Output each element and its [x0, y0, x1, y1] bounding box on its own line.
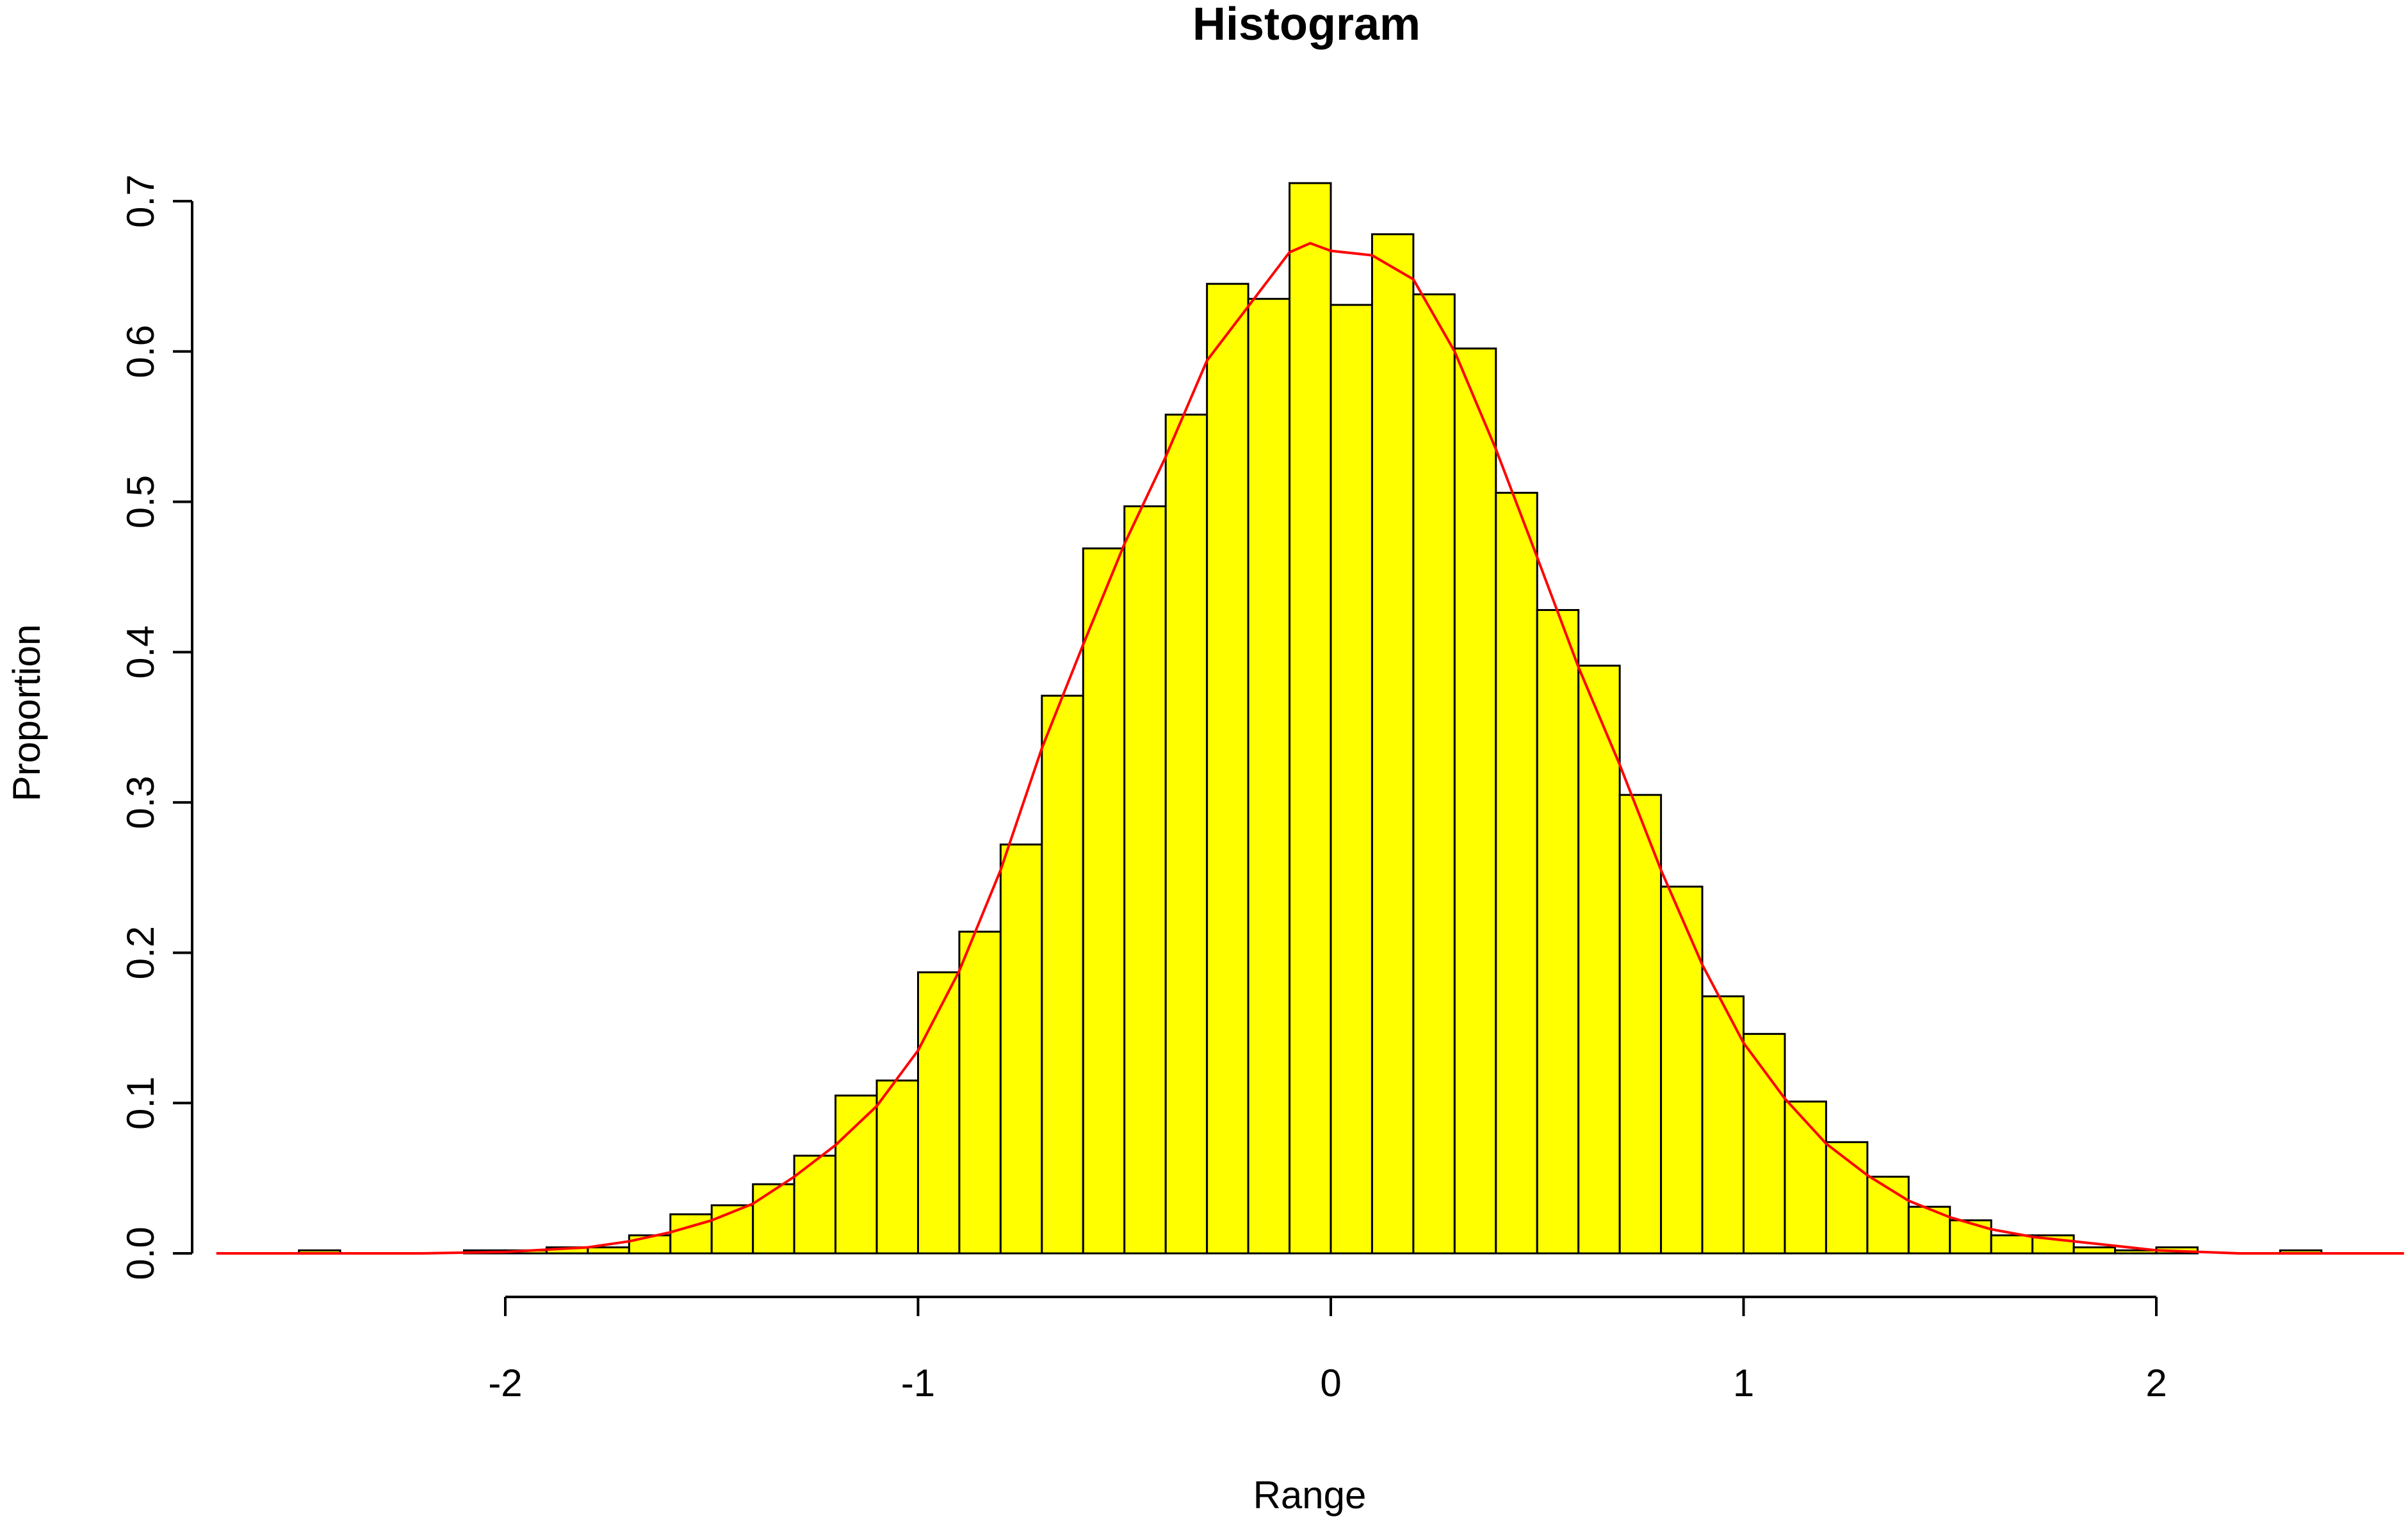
histogram-bar-15 [917, 971, 961, 1255]
y-tick-label-0: 0.0 [119, 1226, 162, 1280]
histogram-bar-40 [1949, 1219, 1992, 1255]
histogram-bar-12 [793, 1154, 837, 1255]
x-axis-label: Range [1253, 1474, 1367, 1517]
histogram-bar-41 [1990, 1234, 2034, 1255]
histogram-bar-30 [1536, 608, 1580, 1255]
bars-group [298, 182, 2323, 1255]
x-tick-label-3: 1 [1733, 1362, 1754, 1405]
histogram-bar-13 [834, 1095, 878, 1255]
histogram-bar-25 [1330, 304, 1373, 1255]
histogram-bar-35 [1743, 1032, 1786, 1255]
histogram-bar-32 [1618, 794, 1663, 1255]
histogram-bar-7 [587, 1246, 630, 1255]
y-tick-label-7: 0.7 [119, 174, 162, 227]
x-tick-label-1: -1 [901, 1362, 935, 1405]
x-axis: -2 -1 0 1 2 [488, 1296, 2167, 1405]
x-tick-label-2: 0 [1320, 1362, 1341, 1405]
density-curve-group [216, 241, 2404, 1255]
y-tick-label-1: 0.1 [119, 1077, 162, 1130]
y-tick-label-2: 0.2 [119, 926, 162, 979]
histogram-bar-18 [1041, 694, 1084, 1255]
histogram-bar-16 [958, 931, 1002, 1255]
x-tick-label-4: 2 [2145, 1362, 2167, 1405]
histogram-bar-11 [752, 1183, 795, 1255]
histogram-bar-36 [1784, 1100, 1827, 1255]
histogram-bar-43 [2072, 1246, 2117, 1255]
histogram-bar-9 [669, 1213, 713, 1255]
histogram-bar-21 [1164, 413, 1208, 1255]
histogram-bar-14 [875, 1079, 920, 1255]
histogram-bar-27 [1412, 293, 1456, 1255]
y-tick-label-3: 0.3 [119, 776, 162, 829]
histogram-bar-34 [1701, 995, 1745, 1255]
histogram-bar-17 [999, 843, 1043, 1255]
histogram-bar-29 [1495, 491, 1538, 1255]
x-tick-label-0: -2 [488, 1362, 522, 1405]
y-tick-label-5: 0.5 [119, 475, 162, 528]
histogram-bar-26 [1371, 233, 1415, 1255]
histogram-bar-28 [1453, 347, 1497, 1255]
histogram-bar-31 [1577, 664, 1621, 1255]
y-axis-label: Proportion [5, 624, 48, 802]
histogram-bar-19 [1082, 547, 1126, 1255]
chart-title: Histogram [1192, 0, 1420, 50]
y-tick-label-6: 0.6 [119, 325, 162, 378]
y-axis: 0.0 0.1 0.2 0.3 0.4 0.5 0.6 0.7 [119, 174, 193, 1280]
histogram-bar-24 [1289, 182, 1332, 1255]
histogram-bar-20 [1123, 505, 1167, 1255]
histogram-bar-22 [1206, 282, 1249, 1255]
histogram-bar-33 [1660, 885, 1704, 1255]
histogram-bar-23 [1247, 298, 1291, 1255]
y-tick-label-4: 0.4 [119, 625, 162, 678]
density-curve [216, 241, 2404, 1255]
